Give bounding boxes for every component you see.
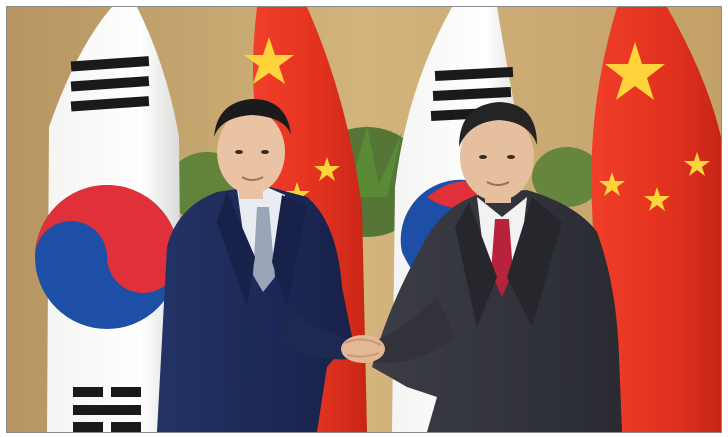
person-left (157, 99, 353, 432)
china-flag-right (587, 7, 721, 432)
news-photo (6, 6, 722, 433)
south-korea-flag-left (35, 7, 182, 432)
photo-scene (7, 7, 721, 432)
person-right (372, 102, 622, 432)
handshake (341, 335, 385, 363)
